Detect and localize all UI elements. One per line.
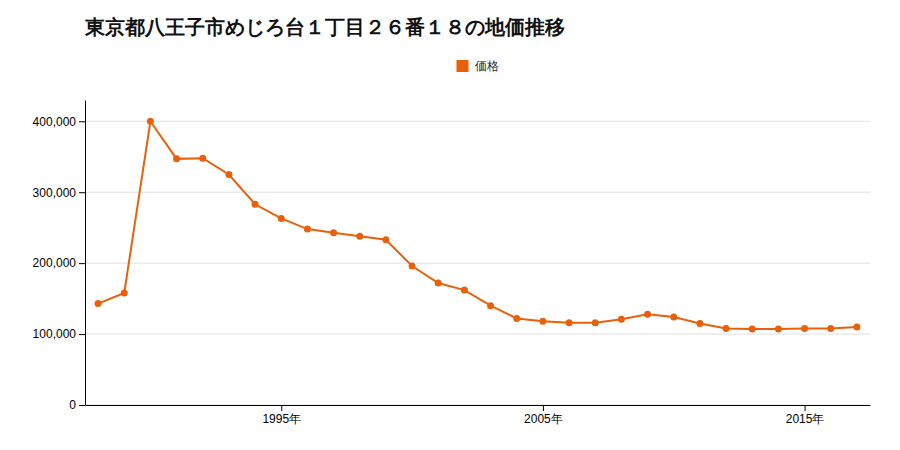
point [278,215,285,222]
line [98,121,857,329]
grid [85,121,870,405]
point [382,236,389,243]
y-tick-label: 300,000 [33,186,77,200]
y-tick: 300,000 [33,186,85,200]
y-tick-label: 100,000 [33,327,77,341]
legend-label: 価格 [475,59,499,73]
point [330,229,337,236]
x-tick-mark [281,405,282,411]
x-tick-mark [805,405,806,411]
grid-line [85,263,870,264]
y-tick-mark [79,192,85,193]
point [618,316,625,323]
y-tick: 200,000 [33,256,85,270]
chart: 0 100,000 200,000 300,000 400,000 1995年 2005年 2… [0,0,900,450]
x-axis-line [86,405,871,406]
x-axis: 1995年 2005年 2015年 [86,405,871,426]
point [827,325,834,332]
y-tick-label: 200,000 [33,256,77,270]
x-tick: 2015年 [786,405,825,426]
point [749,326,756,333]
point [539,318,546,325]
x-tick: 2005年 [524,405,563,426]
y-tick-mark [79,121,85,122]
point [592,319,599,326]
y-axis-line [85,101,86,406]
x-tick-mark [543,405,544,411]
grid-line [85,121,870,122]
point [435,280,442,287]
point [356,233,363,240]
plot: 0 100,000 200,000 300,000 400,000 1995年 2005年 2… [33,101,871,426]
x-tick-label: 2015年 [786,412,825,426]
point [304,226,311,233]
point [696,320,703,327]
point [252,201,259,208]
point [487,302,494,309]
point [644,311,651,318]
point [461,287,468,294]
point [173,155,180,162]
grid-line [85,192,870,193]
point [801,325,808,332]
point [670,314,677,321]
y-tick: 400,000 [33,115,85,129]
y-tick: 100,000 [33,327,85,341]
y-tick-mark [79,263,85,264]
x-tick-label: 1995年 [262,412,301,426]
grid-line [85,405,870,406]
marks [95,118,861,333]
y-axis: 0 100,000 200,000 300,000 400,000 [33,101,86,413]
point [95,300,102,307]
title: 東京都八王子市めじろ台１丁目２６番１８の地価推移 [84,15,565,39]
legend: 価格 [457,59,499,73]
point [121,289,128,296]
point [199,155,206,162]
legend-swatch [457,60,469,72]
grid-line [85,334,870,335]
point [723,325,730,332]
y-tick-label: 0 [69,398,76,412]
y-tick-mark [79,334,85,335]
point [409,262,416,269]
point [566,319,573,326]
point [147,118,154,125]
point [513,315,520,322]
y-tick: 0 [69,398,85,412]
x-tick-label: 2005年 [524,412,563,426]
point [775,326,782,333]
point [225,171,232,178]
y-tick-mark [79,405,85,406]
legend-item: 価格 [457,59,499,73]
x-tick: 1995年 [262,405,301,426]
y-tick-label: 400,000 [33,115,77,129]
point [853,323,860,330]
